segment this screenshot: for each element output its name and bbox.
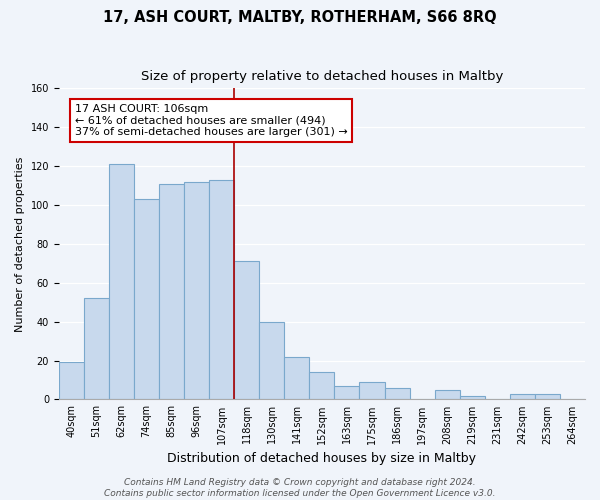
Bar [209,180,234,400]
Bar [284,356,310,400]
Bar [460,396,485,400]
Bar [535,394,560,400]
Bar [259,322,284,400]
Bar [334,386,359,400]
Title: Size of property relative to detached houses in Maltby: Size of property relative to detached ho… [141,70,503,83]
Bar [510,394,535,400]
Y-axis label: Number of detached properties: Number of detached properties [15,156,25,332]
Bar [234,262,259,400]
Bar [385,388,410,400]
Text: 17, ASH COURT, MALTBY, ROTHERHAM, S66 8RQ: 17, ASH COURT, MALTBY, ROTHERHAM, S66 8R… [103,10,497,25]
X-axis label: Distribution of detached houses by size in Maltby: Distribution of detached houses by size … [167,452,476,465]
Bar [84,298,109,400]
Bar [310,372,334,400]
Bar [159,184,184,400]
Bar [184,182,209,400]
Bar [59,362,84,400]
Bar [109,164,134,400]
Bar [134,199,159,400]
Text: Contains HM Land Registry data © Crown copyright and database right 2024.
Contai: Contains HM Land Registry data © Crown c… [104,478,496,498]
Text: 17 ASH COURT: 106sqm
← 61% of detached houses are smaller (494)
37% of semi-deta: 17 ASH COURT: 106sqm ← 61% of detached h… [74,104,347,137]
Bar [359,382,385,400]
Bar [434,390,460,400]
